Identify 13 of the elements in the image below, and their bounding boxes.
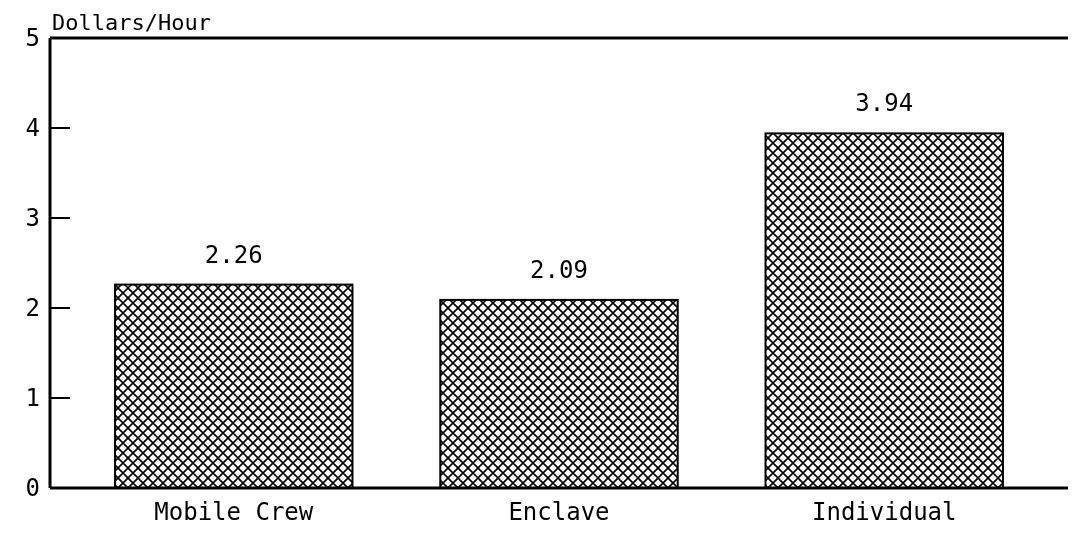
data-label: 3.94 [855, 89, 914, 118]
data-label: 2.26 [204, 240, 263, 269]
y-tick-label: 4 [25, 114, 40, 143]
x-tick-label: Mobile Crew [154, 498, 314, 526]
y-axis-title: Dollars/Hour [52, 10, 211, 35]
x-tick-label: Individual [811, 498, 957, 526]
y-tick-label: 2 [25, 294, 40, 323]
y-tick-label: 3 [25, 204, 40, 233]
y-tick-label: 0 [25, 474, 40, 503]
y-tick-label: 5 [25, 24, 40, 53]
x-tick-label: Enclave [508, 498, 610, 526]
y-tick-label: 1 [25, 384, 40, 413]
data-label: 2.09 [530, 255, 588, 284]
